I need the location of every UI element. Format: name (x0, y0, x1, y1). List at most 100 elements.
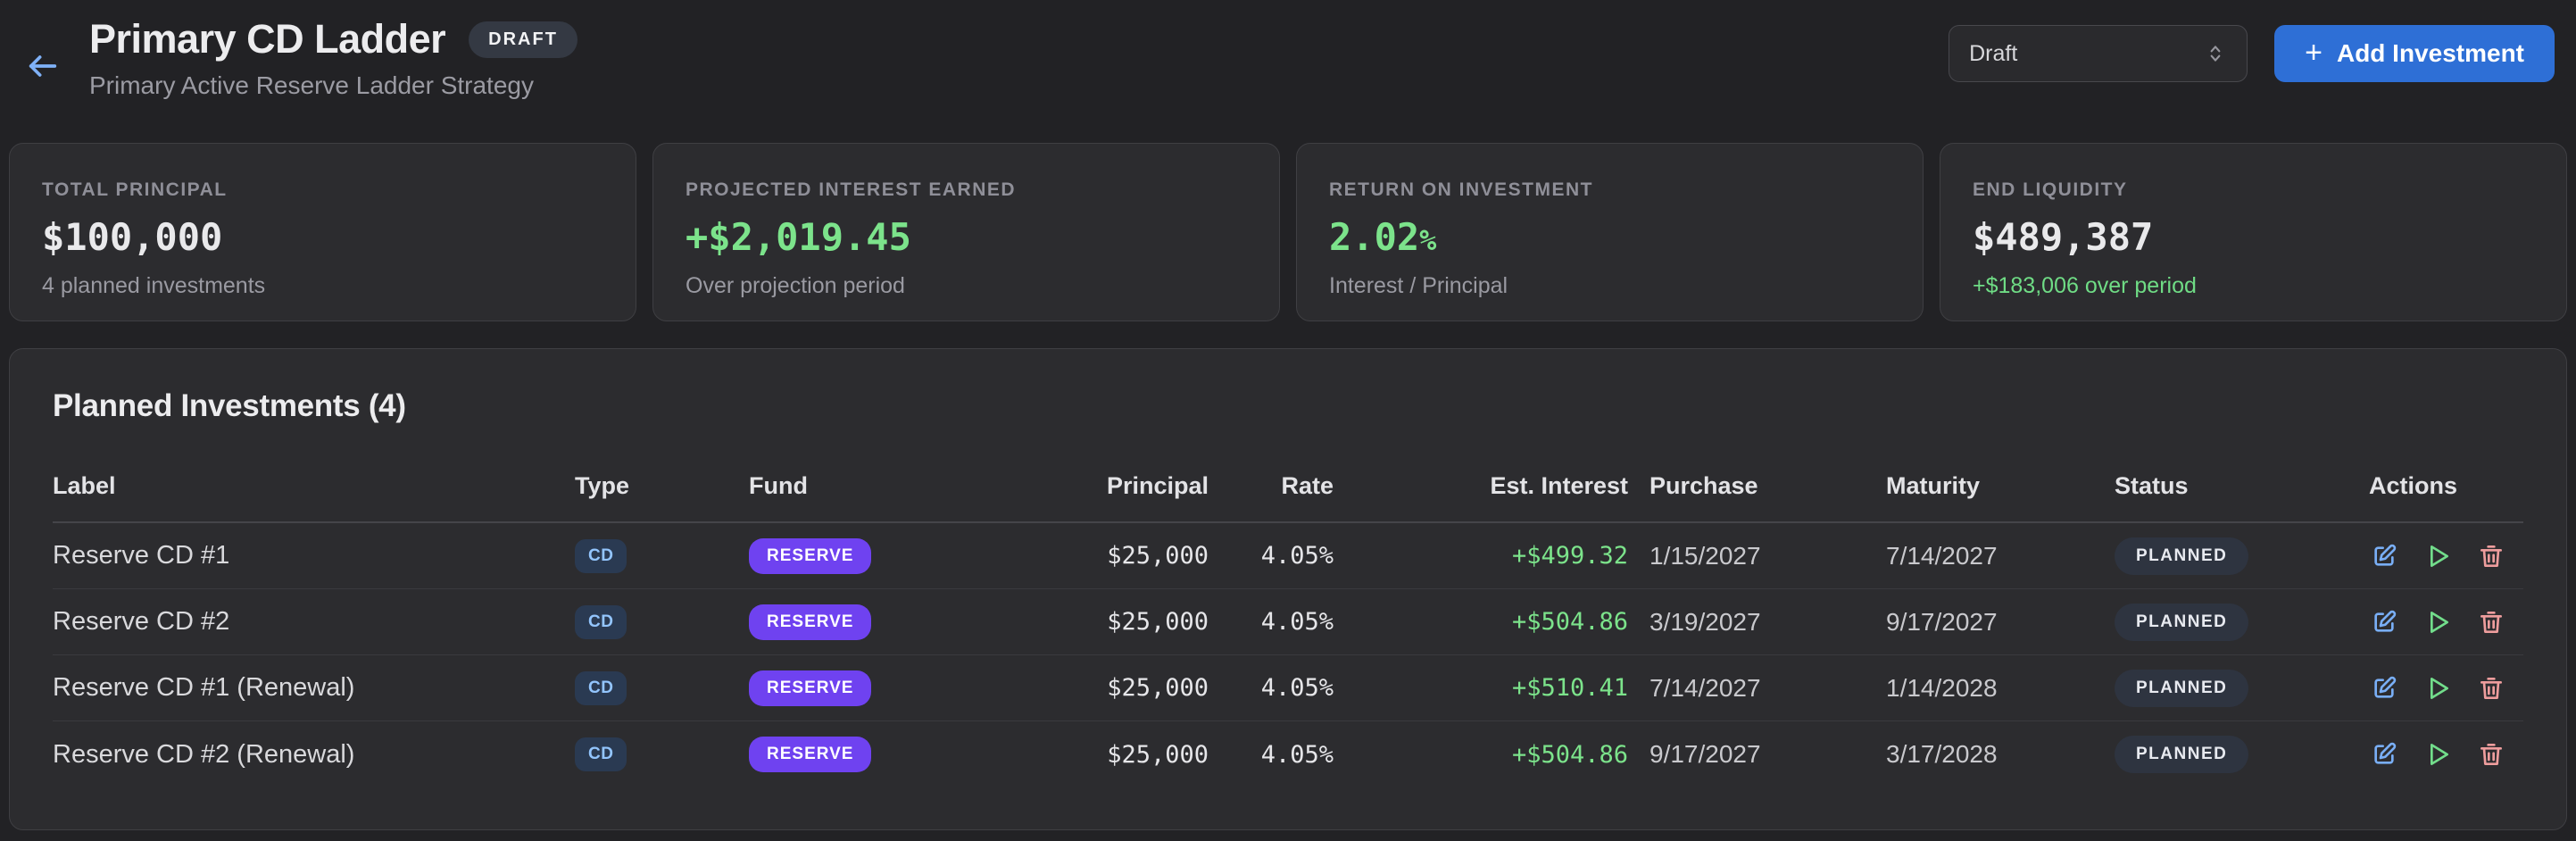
status-select-value: Draft (1969, 40, 2018, 66)
edit-button[interactable] (2369, 673, 2399, 704)
type-badge: CD (575, 670, 627, 705)
fund-badge: RESERVE (749, 670, 872, 706)
stat-card-projected-interest: PROJECTED INTEREST EARNED +$2,019.45 Ove… (652, 143, 1280, 321)
delete-button[interactable] (2476, 673, 2506, 704)
est-interest-value: +$504.86 (1511, 740, 1628, 769)
purchase-date: 9/17/2027 (1649, 740, 1761, 768)
delete-button[interactable] (2476, 607, 2506, 637)
col-header-rate: Rate (1281, 472, 1334, 499)
stat-card-total-principal: TOTAL PRINCIPAL $100,000 4 planned inves… (9, 143, 636, 321)
principal-value: $25,000 (1107, 674, 1209, 702)
fund-badge: RESERVE (749, 604, 872, 640)
stat-value: 2.02% (1329, 215, 1437, 259)
trash-icon (2477, 608, 2505, 637)
edit-button[interactable] (2369, 607, 2399, 637)
table-row: Reserve CD #2 (Renewal) CD RESERVE $25,0… (53, 721, 2523, 787)
play-icon (2423, 674, 2452, 703)
edit-pencil-square-icon (2370, 674, 2398, 703)
status-badge: PLANNED (2115, 669, 2249, 707)
edit-button[interactable] (2369, 541, 2399, 571)
plus-icon: + (2305, 35, 2323, 70)
purchase-date: 7/14/2027 (1649, 673, 1761, 702)
investment-label: Reserve CD #1 (53, 541, 230, 570)
stat-card-return-on-investment: RETURN ON INVESTMENT 2.02% Interest / Pr… (1296, 143, 1924, 321)
page-title: Primary CD Ladder (89, 16, 446, 62)
planned-investments-card: Planned Investments (4) Label Type Fund … (9, 348, 2567, 830)
rate-value: 4.05% (1260, 740, 1334, 769)
run-button[interactable] (2422, 541, 2453, 571)
type-badge: CD (575, 737, 627, 771)
status-select[interactable]: Draft (1949, 25, 2248, 82)
delete-button[interactable] (2476, 541, 2506, 571)
play-icon (2423, 740, 2452, 769)
stat-sub: Interest / Principal (1329, 273, 1508, 298)
purchase-date: 3/19/2027 (1649, 607, 1761, 636)
status-badge: PLANNED (2115, 736, 2249, 773)
edit-pencil-square-icon (2370, 740, 2398, 769)
play-icon (2423, 542, 2452, 570)
maturity-date: 9/17/2027 (1886, 607, 1998, 636)
draft-status-badge: DRAFT (469, 21, 578, 58)
stat-label: TOTAL PRINCIPAL (42, 179, 228, 200)
rate-value: 4.05% (1260, 542, 1334, 570)
back-button[interactable] (21, 45, 64, 87)
trash-icon (2477, 674, 2505, 703)
investment-label: Reserve CD #2 (53, 607, 230, 636)
type-badge: CD (575, 538, 627, 573)
edit-pencil-square-icon (2370, 542, 2398, 570)
run-button[interactable] (2422, 673, 2453, 704)
col-header-purchase: Purchase (1649, 472, 1758, 499)
col-header-actions: Actions (2369, 472, 2458, 499)
col-header-est-interest: Est. Interest (1490, 472, 1628, 499)
principal-value: $25,000 (1107, 542, 1209, 570)
row-actions (2347, 739, 2523, 770)
row-actions (2347, 607, 2523, 637)
est-interest-value: +$504.86 (1511, 608, 1628, 636)
delete-button[interactable] (2476, 739, 2506, 770)
investment-label: Reserve CD #2 (Renewal) (53, 739, 355, 769)
maturity-date: 3/17/2028 (1886, 740, 1998, 768)
fund-badge: RESERVE (749, 537, 872, 574)
col-header-principal: Principal (1106, 472, 1209, 499)
page-header: Primary CD Ladder DRAFT Primary Active R… (0, 0, 2576, 134)
type-badge: CD (575, 604, 627, 639)
page-subtitle: Primary Active Reserve Ladder Strategy (89, 71, 534, 99)
col-header-type: Type (575, 472, 630, 499)
table-row: Reserve CD #1 (Renewal) CD RESERVE $25,0… (53, 655, 2523, 721)
stat-label: PROJECTED INTEREST EARNED (686, 179, 1017, 200)
col-header-fund: Fund (749, 472, 808, 499)
maturity-date: 7/14/2027 (1886, 541, 1998, 570)
trash-icon (2477, 740, 2505, 769)
trash-icon (2477, 542, 2505, 570)
run-button[interactable] (2422, 607, 2453, 637)
investment-label: Reserve CD #1 (Renewal) (53, 673, 355, 702)
run-button[interactable] (2422, 739, 2453, 770)
add-investment-label: Add Investment (2336, 39, 2524, 67)
rate-value: 4.05% (1260, 608, 1334, 636)
stat-card-end-liquidity: END LIQUIDITY $489,387 +$183,006 over pe… (1940, 143, 2567, 321)
table-row: Reserve CD #2 CD RESERVE $25,000 4.05% +… (53, 589, 2523, 655)
stat-value: $489,387 (1973, 215, 2154, 259)
status-badge: PLANNED (2115, 537, 2249, 575)
row-actions (2347, 541, 2523, 571)
table-title: Planned Investments (4) (53, 388, 406, 423)
stat-label: END LIQUIDITY (1973, 179, 2128, 200)
stats-row: TOTAL PRINCIPAL $100,000 4 planned inves… (9, 143, 2567, 321)
stat-value: $100,000 (42, 215, 223, 259)
status-badge: PLANNED (2115, 603, 2249, 641)
add-investment-button[interactable]: + Add Investment (2274, 25, 2555, 82)
col-header-label: Label (53, 472, 116, 499)
row-actions (2347, 673, 2523, 704)
col-header-status: Status (2115, 472, 2189, 499)
stat-sub: 4 planned investments (42, 273, 266, 298)
principal-value: $25,000 (1107, 608, 1209, 636)
stat-value: +$2,019.45 (686, 215, 911, 259)
table-row: Reserve CD #1 CD RESERVE $25,000 4.05% +… (53, 523, 2523, 589)
stat-sub: +$183,006 over period (1973, 273, 2197, 298)
play-icon (2423, 608, 2452, 637)
edit-pencil-square-icon (2370, 608, 2398, 637)
edit-button[interactable] (2369, 739, 2399, 770)
purchase-date: 1/15/2027 (1649, 541, 1761, 570)
rate-value: 4.05% (1260, 674, 1334, 702)
stat-sub: Over projection period (686, 273, 905, 298)
